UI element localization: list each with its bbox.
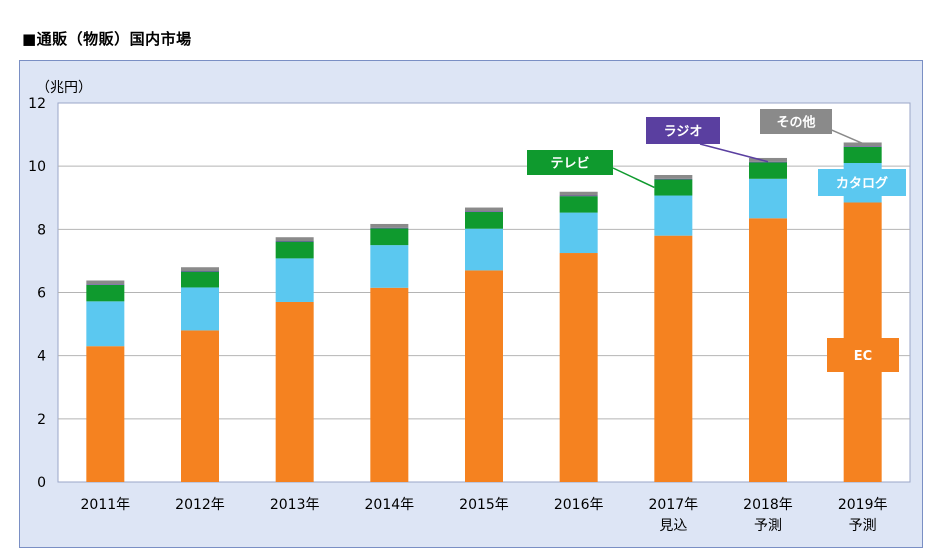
bar-segment — [749, 157, 787, 162]
bar-segment — [749, 178, 787, 219]
series-callout: EC — [827, 338, 899, 372]
bar-segment — [749, 161, 787, 163]
bar-segment — [181, 287, 219, 331]
bar-segment — [749, 218, 787, 482]
x-tick-label: 2014年 — [365, 497, 415, 513]
callout-box — [827, 338, 899, 372]
bar-segment — [86, 284, 125, 302]
x-tick-label: 2019年 — [838, 497, 888, 513]
callout-box — [646, 117, 720, 144]
callout-box — [818, 169, 906, 196]
callout-label: ラジオ — [664, 125, 703, 140]
bar-segment — [86, 346, 125, 482]
bar-segment — [843, 146, 882, 164]
y-tick-label: 6 — [37, 286, 46, 302]
bar-segment — [275, 241, 314, 259]
y-tick-label: 12 — [28, 96, 46, 112]
x-tick-label: 2017年 — [649, 497, 699, 513]
y-axis-ticks: 0 2 4 6 8 10 12 — [28, 96, 46, 491]
bar-segment — [654, 175, 693, 179]
bar-segment — [275, 301, 314, 482]
bar-segment — [86, 280, 125, 285]
bar-segment — [275, 258, 314, 302]
y-axis-unit-label: （兆円） — [36, 80, 92, 96]
callout-box — [760, 109, 832, 134]
bar-segment — [181, 271, 219, 288]
bar-segment — [559, 196, 598, 213]
bar-segment — [181, 330, 219, 482]
bar-segment — [86, 301, 125, 347]
callout-label: その他 — [776, 115, 815, 131]
callout-leader-line — [612, 167, 655, 189]
x-tick-label: 2016年 — [554, 497, 604, 513]
bar-segment — [749, 162, 787, 179]
bar-segment — [654, 179, 693, 196]
x-tick-label: 2013年 — [270, 497, 320, 513]
y-tick-label: 10 — [28, 159, 46, 175]
x-tick-label: 2012年 — [175, 497, 225, 513]
callout-label: カタログ — [836, 176, 888, 192]
bar-segment — [559, 191, 598, 196]
x-tick-label: 2011年 — [81, 497, 131, 513]
bar-segment — [275, 241, 314, 242]
x-tick-label: 2015年 — [459, 497, 509, 513]
y-tick-label: 2 — [37, 412, 46, 428]
bar-segment — [654, 178, 693, 180]
bar-segment — [370, 245, 409, 288]
bar-segment — [370, 223, 409, 228]
bar-segment — [843, 146, 882, 147]
callout-box — [527, 150, 613, 175]
bar-segment — [86, 284, 125, 285]
x-tick-label: 2018年 — [743, 497, 793, 513]
bar-segment — [559, 212, 598, 254]
x-tick-label: 予測 — [849, 518, 877, 534]
series-callout: ラジオ — [646, 117, 769, 163]
bar-segment — [181, 267, 219, 272]
callout-leader-line — [699, 143, 769, 163]
series-callout: テレビ — [527, 150, 655, 189]
series-callout: その他 — [760, 109, 863, 145]
bar-segment — [465, 211, 503, 212]
page-title: ■通販（物販）国内市場 — [22, 30, 192, 48]
bar-segment — [370, 227, 409, 229]
bar-segment — [559, 195, 598, 197]
y-tick-label: 0 — [37, 475, 46, 491]
bar-segment — [465, 207, 503, 212]
bar-segment — [465, 228, 503, 271]
bar-segment — [465, 211, 503, 229]
bar-segment — [843, 142, 882, 147]
x-tick-label: 見込 — [659, 518, 687, 534]
y-tick-label: 4 — [37, 349, 46, 365]
callout-label: テレビ — [550, 156, 589, 172]
bar-segment — [654, 235, 693, 482]
bar-segment — [370, 228, 409, 246]
y-tick-label: 8 — [37, 222, 46, 238]
x-tick-label: 予測 — [754, 518, 782, 534]
bar-segment — [559, 253, 598, 482]
series-callout: カタログ — [818, 169, 906, 196]
callout-label: EC — [854, 349, 872, 364]
bar-segment — [275, 237, 314, 242]
bar-segment — [370, 287, 409, 482]
bar-segment — [654, 195, 693, 236]
bar-segment — [181, 271, 219, 272]
bar-segment — [465, 270, 503, 482]
